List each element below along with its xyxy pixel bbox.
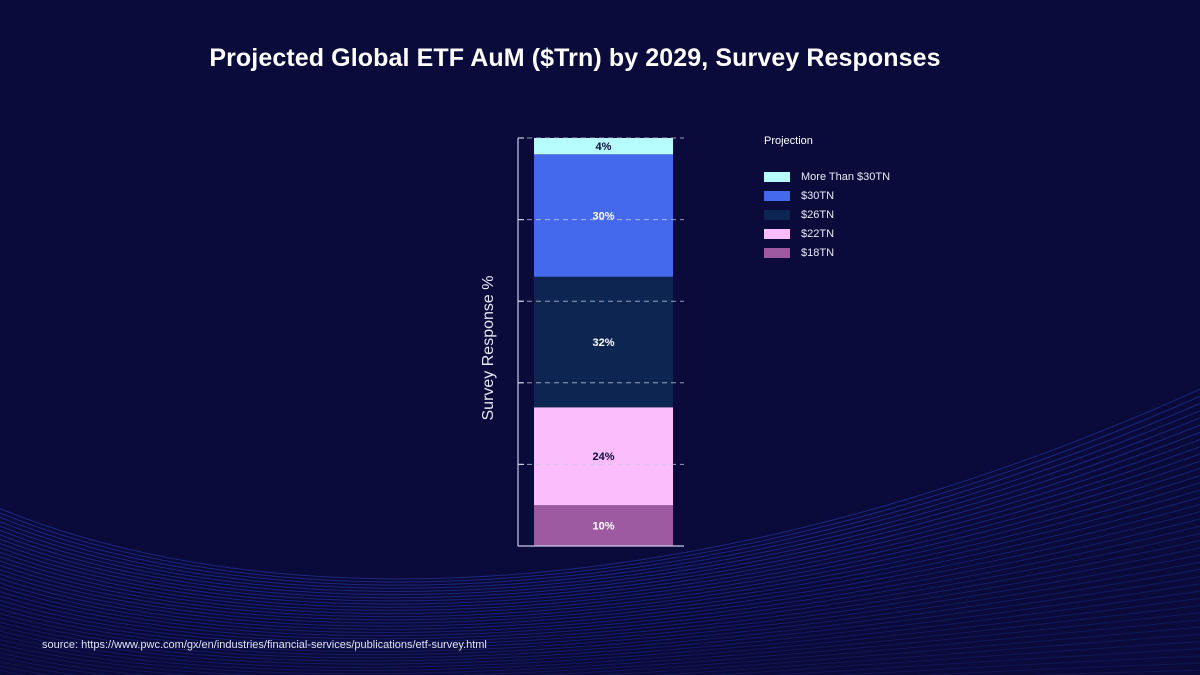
- bar-segment-26tn: [534, 276, 673, 408]
- legend-item: $30TN: [764, 186, 890, 205]
- bar-segment-30tn: [534, 154, 673, 277]
- legend-swatch: [764, 228, 790, 239]
- data-labels: 10% 24% 32% 30% 4%: [592, 141, 614, 532]
- y-axis-label: Survey Response %: [480, 275, 497, 421]
- legend-item: More Than $30TN: [764, 167, 890, 186]
- legend-item: $26TN: [764, 205, 890, 224]
- data-label-18tn: 10%: [592, 521, 614, 533]
- legend: Projection More Than $30TN $30TN $26TN $22T…: [764, 135, 890, 262]
- legend-label: $18TN: [801, 246, 835, 259]
- legend-label: $22TN: [801, 227, 835, 240]
- data-label-30tn: 30%: [592, 211, 614, 223]
- bar-segment-22tn: [534, 407, 673, 506]
- source-citation: source: https://www.pwc.com/gx/en/indust…: [42, 639, 487, 651]
- legend-swatch: [764, 190, 790, 201]
- data-label-more-than-30tn: 4%: [596, 141, 612, 153]
- bar-segments: [534, 138, 673, 546]
- legend-swatch: [764, 209, 790, 220]
- legend-label: $26TN: [801, 208, 835, 221]
- legend-item: $18TN: [764, 243, 890, 262]
- legend-label: More Than $30TN: [801, 170, 891, 183]
- legend-swatch: [764, 171, 790, 182]
- legend-swatch: [764, 247, 790, 258]
- bar-segment-18tn: [534, 505, 673, 546]
- wave-lines: [0, 388, 1200, 675]
- bar-segment-more-than-30tn: [534, 138, 673, 155]
- gridlines: [518, 137, 684, 465]
- legend-item: $22TN: [764, 224, 890, 243]
- legend-title: Projection: [764, 135, 813, 147]
- data-label-22tn: 24%: [592, 451, 614, 463]
- chart-title: Projected Global ETF AuM ($Trn) by 2029,…: [209, 44, 941, 72]
- data-label-26tn: 32%: [592, 337, 614, 349]
- legend-label: $30TN: [801, 189, 835, 202]
